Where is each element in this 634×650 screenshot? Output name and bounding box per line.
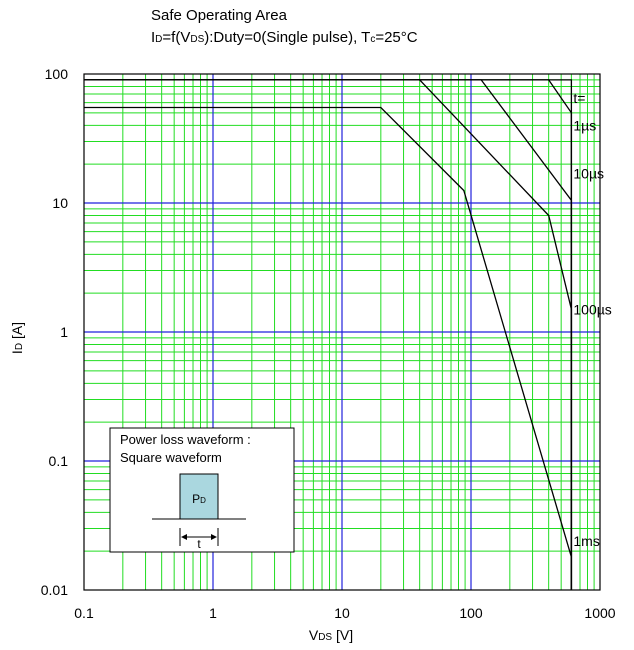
curve-labels: t= 1µs 10µs 100µs 1ms — [573, 90, 611, 549]
t-label: t — [197, 537, 201, 551]
t-arrowhead-left — [181, 534, 187, 540]
chart-subtitle: ID=f(VDS):Duty=0(Single pulse), Tc=25°C — [151, 29, 418, 46]
x-tick-labels: 0.1 1 10 100 1000 — [74, 605, 616, 621]
curves — [84, 79, 573, 590]
x-axis-label: VDS [V] — [309, 627, 353, 643]
curve-label: 10µs — [573, 165, 604, 181]
inset-line1: Power loss waveform : — [120, 432, 251, 447]
y-tick-label: 0.01 — [41, 582, 68, 598]
soa-curve-1ms — [84, 79, 573, 590]
curve-label: 1ms — [573, 533, 599, 549]
pulse-label: PD — [192, 492, 206, 506]
x-tick-label: 0.1 — [74, 605, 94, 621]
plot-frame — [83, 73, 601, 591]
chart-title: Safe Operating Area ID=f(VDS):Duty=0(Sin… — [0, 0, 634, 60]
subtitle-tc-sub: c — [370, 34, 376, 45]
y-tick-label: 10 — [52, 195, 68, 211]
x-tick-label: 100 — [459, 605, 483, 621]
subtitle-mid1: =f(V — [162, 29, 191, 46]
y-tick-labels: 0.01 0.1 1 10 100 — [41, 66, 68, 598]
curve-label: 1µs — [573, 117, 596, 133]
subtitle-tail: =25°C — [375, 29, 418, 46]
t-arrowhead-right — [211, 534, 217, 540]
x-tick-label: 10 — [334, 605, 350, 621]
inset-line2: Square waveform — [120, 450, 222, 465]
y-axis-label: ID [A] — [9, 322, 25, 354]
subtitle-id: I — [151, 29, 156, 46]
curve-label: 100µs — [573, 301, 611, 317]
x-axis-label-unit: [V] — [332, 627, 353, 643]
subtitle-vds-sub: DS — [190, 34, 205, 45]
y-tick-label: 100 — [45, 66, 69, 82]
x-axis-label-v: V — [309, 627, 319, 643]
subtitle-id-sub: D — [155, 34, 163, 45]
chart-title-line1: Safe Operating Area — [151, 7, 287, 24]
pulse-rect — [179, 473, 219, 520]
curve-label: t= — [573, 90, 585, 106]
x-axis-label-sub: DS — [318, 632, 332, 643]
subtitle-mid2: ):Duty=0(Single pulse), T — [204, 29, 371, 46]
waveform-inset: Power loss waveform : Square waveform PD… — [109, 427, 295, 553]
x-tick-label: 1 — [209, 605, 217, 621]
soa-curve-DC — [84, 106, 573, 558]
y-tick-label: 1 — [60, 324, 68, 340]
y-tick-label: 0.1 — [49, 453, 69, 469]
x-tick-label: 1000 — [584, 605, 615, 621]
